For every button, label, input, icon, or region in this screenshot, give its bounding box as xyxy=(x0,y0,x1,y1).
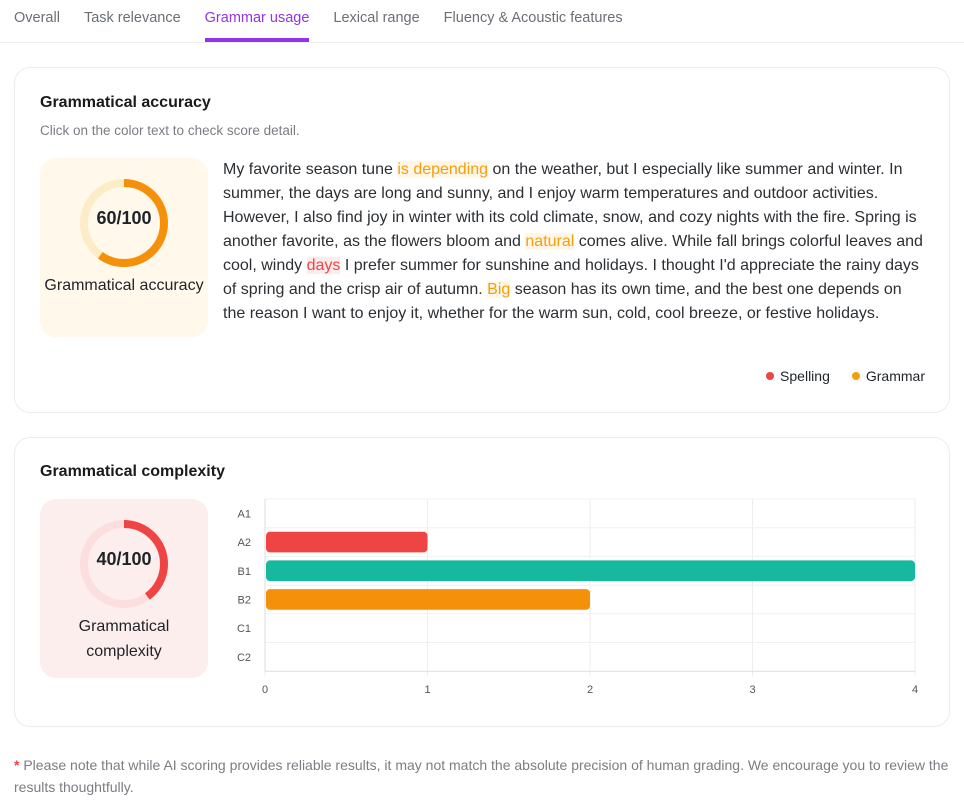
text-segment: My favorite season tune xyxy=(223,161,398,178)
text-segment: comes alive. While fall brings colorful … xyxy=(223,233,923,274)
x-tick-label: 0 xyxy=(262,684,268,696)
y-tick-label: B1 xyxy=(238,566,251,578)
grammar-error-highlight[interactable]: is depending xyxy=(397,161,489,178)
text-segment: on the weather, but I especially like su… xyxy=(223,161,917,250)
ai-disclaimer: * Please note that while AI scoring prov… xyxy=(14,754,949,798)
bar-B2 xyxy=(266,589,590,610)
tab-overall[interactable]: Overall xyxy=(14,10,60,26)
legend-dot-icon xyxy=(766,372,775,380)
tab-grammar-usage[interactable]: Grammar usage xyxy=(204,0,309,43)
asterisk: * xyxy=(14,757,20,773)
disclaimer-text: Please note that while AI scoring provid… xyxy=(14,757,949,795)
accuracy-score-value: 60/100 xyxy=(96,208,152,228)
accuracy-score-label: Grammatical accuracy xyxy=(44,277,204,294)
y-tick-label: B2 xyxy=(238,594,251,606)
cefr-level-bar-chart: 0 1 2 3 4 A1 A2 B1 B2 C1 C2 xyxy=(237,498,918,696)
bar-A2 xyxy=(266,531,428,553)
response-text: My favorite season tune is depending on … xyxy=(223,158,928,326)
x-tick-label: 1 xyxy=(424,684,430,696)
y-tick-label: C1 xyxy=(237,623,251,635)
grammar-error-highlight[interactable]: Big xyxy=(487,281,511,298)
text-segment: I prefer summer for sunshine and holiday… xyxy=(223,257,919,298)
error-legend: Spelling Grammar xyxy=(766,368,925,384)
legend-dot-icon xyxy=(851,372,860,380)
x-tick-label: 4 xyxy=(912,684,918,696)
complexity-score-label: Grammatical complexity xyxy=(78,618,170,660)
spelling-error-highlight[interactable]: days xyxy=(306,257,341,274)
accuracy-score-card: 60/100 Grammatical accuracy xyxy=(40,158,208,337)
section-title: Grammatical accuracy xyxy=(40,94,211,111)
x-tick-label: 3 xyxy=(749,684,755,696)
legend-label: Grammar xyxy=(865,368,925,384)
grammatical-accuracy-card: Grammatical accuracy Click on the color … xyxy=(14,67,950,413)
tab-task-relevance[interactable]: Task relevance xyxy=(83,10,181,26)
grammar-error-highlight[interactable]: natural xyxy=(525,233,575,250)
legend-item-grammar: Grammar xyxy=(851,368,925,384)
y-tick-label: A2 xyxy=(238,537,251,549)
y-tick-label: C2 xyxy=(237,652,251,664)
legend-item-spelling: Spelling xyxy=(766,368,830,384)
text-segment: season has its own time, and the best on… xyxy=(223,281,902,322)
complexity-score-ring xyxy=(80,520,168,608)
legend-label: Spelling xyxy=(780,368,830,384)
grammatical-complexity-card: Grammatical complexity 40/100 Grammatica… xyxy=(14,437,950,727)
tab-bar: Overall Task relevance Grammar usage Lexica… xyxy=(0,0,964,43)
y-tick-label: A1 xyxy=(238,508,251,520)
accuracy-score-ring xyxy=(80,179,168,267)
complexity-score-card: 40/100 Grammatical complexity xyxy=(40,499,208,678)
bar-B1 xyxy=(266,560,915,582)
tab-lexical-range[interactable]: Lexical range xyxy=(333,10,420,26)
section-subtitle: Click on the color text to check score d… xyxy=(40,123,300,138)
section-title: Grammatical complexity xyxy=(40,463,225,480)
complexity-score-value: 40/100 xyxy=(96,549,152,569)
x-tick-label: 2 xyxy=(587,684,593,696)
tab-fluency-acoustic-features[interactable]: Fluency & Acoustic features xyxy=(443,10,623,26)
